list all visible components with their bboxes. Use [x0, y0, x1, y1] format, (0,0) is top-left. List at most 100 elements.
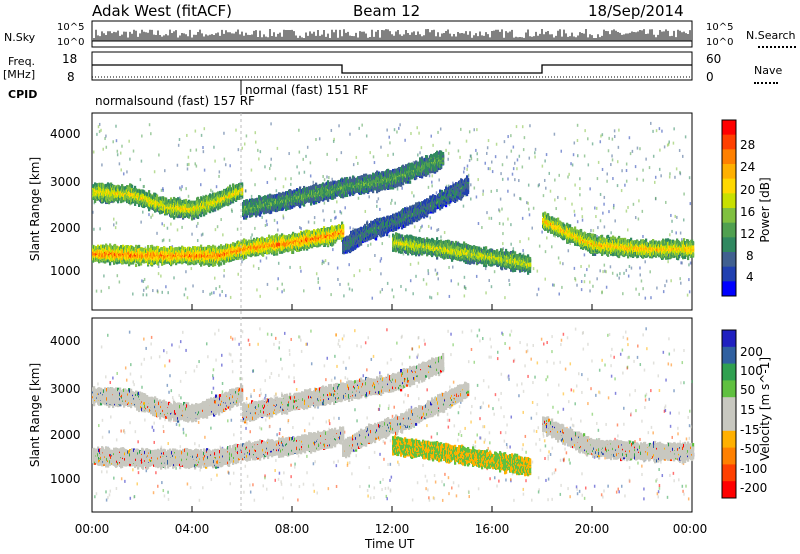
scatter-cell — [186, 133, 188, 137]
scatter-cell — [186, 163, 189, 167]
scatter-cell — [476, 128, 478, 132]
scatter-cell — [336, 200, 338, 204]
scatter-cell — [612, 177, 614, 181]
scatter-cell — [534, 147, 537, 151]
scatter-cell — [105, 134, 107, 138]
scatter-cell — [611, 271, 614, 275]
scatter-cell — [309, 174, 312, 178]
scatter-cell — [468, 130, 471, 134]
scatter-cell — [553, 283, 555, 287]
cpid-segment-1: normalsound (fast) 157 RF — [95, 94, 255, 108]
scatter-cell — [466, 167, 468, 171]
scatter-cell — [658, 167, 661, 171]
scatter-cell — [290, 177, 292, 181]
scatter-cell — [187, 194, 190, 198]
scatter-cell — [668, 175, 671, 179]
scatter-cell — [599, 219, 602, 223]
scatter-cell — [463, 275, 466, 279]
scatter-cell — [463, 170, 465, 174]
scatter-cell — [462, 204, 465, 208]
scatter-cell — [603, 225, 606, 229]
scatter-cell — [572, 153, 575, 157]
scatter-cell — [164, 169, 166, 173]
scatter-cell — [512, 167, 515, 171]
scatter-cell — [663, 145, 666, 149]
scatter-cell — [348, 287, 351, 291]
scatter-cell — [573, 209, 576, 213]
scatter-cell — [215, 185, 218, 189]
scatter-cell — [521, 165, 524, 169]
scatter-cell — [427, 185, 430, 189]
scatter-cell — [432, 143, 434, 147]
scatter-cell — [379, 290, 382, 294]
scatter-cell — [372, 155, 375, 159]
scatter-cell — [269, 163, 272, 167]
scatter-cell — [574, 276, 576, 280]
scatter-cell — [102, 147, 104, 151]
freq-line — [92, 64, 692, 74]
scatter-cell — [390, 201, 392, 205]
scatter-cell — [254, 140, 257, 144]
scatter-cell — [674, 214, 676, 218]
scatter-cell — [170, 222, 172, 226]
band-cell — [220, 244, 223, 248]
scatter-cell — [195, 148, 198, 152]
scatter-cell — [501, 177, 504, 181]
scatter-cell — [435, 191, 438, 195]
band-cell — [157, 246, 160, 250]
scatter-cell — [358, 269, 361, 273]
scatter-cell — [202, 150, 205, 154]
scatter-cell — [611, 158, 614, 162]
scatter-cell — [270, 122, 272, 126]
scatter-cell — [580, 264, 582, 268]
scatter-cell — [596, 177, 599, 181]
scatter-cell — [627, 274, 630, 278]
scatter-cell — [562, 262, 564, 266]
scatter-cell — [115, 221, 118, 225]
scatter-cell — [353, 274, 355, 278]
scatter-cell — [251, 233, 253, 237]
scatter-cell — [580, 288, 583, 292]
scatter-cell — [305, 154, 307, 158]
scatter-cell — [339, 210, 341, 214]
scatter-cell — [209, 292, 211, 296]
scatter-cell — [276, 146, 279, 150]
scatter-cell — [92, 210, 94, 214]
band-cell — [212, 260, 215, 265]
scatter-cell — [173, 276, 175, 280]
scatter-cell — [288, 152, 290, 156]
scatter-cell — [649, 270, 651, 274]
scatter-cell — [277, 228, 279, 232]
scatter-cell — [114, 226, 117, 230]
scatter-cell — [596, 234, 598, 238]
scatter-cell — [261, 215, 263, 219]
scatter-cell — [558, 173, 560, 177]
scatter-cell — [654, 180, 656, 184]
scatter-cell — [229, 164, 231, 168]
scatter-cell — [189, 148, 192, 152]
scatter-cell — [200, 233, 203, 237]
scatter-cell — [307, 220, 310, 224]
scatter-cell — [250, 194, 253, 198]
scatter-cell — [140, 220, 142, 224]
scatter-cell — [419, 151, 421, 155]
scatter-cell — [665, 200, 667, 204]
scatter-cell — [413, 225, 416, 229]
band-cell — [276, 233, 279, 237]
scatter-cell — [264, 223, 267, 227]
scatter-cell — [160, 188, 163, 192]
scatter-cell — [561, 285, 563, 289]
scatter-cell — [99, 227, 101, 231]
scatter-cell — [215, 287, 217, 291]
scatter-cell — [549, 189, 552, 193]
scatter-cell — [532, 206, 535, 210]
scatter-cell — [160, 274, 162, 278]
band-cell — [245, 239, 248, 243]
scatter-cell — [389, 141, 391, 145]
scatter-cell — [281, 282, 283, 286]
power-cb-tick: 4 — [746, 270, 754, 284]
scatter-cell — [412, 160, 415, 164]
velocity-ytick: 1000 — [50, 472, 81, 486]
band-cell — [147, 263, 150, 267]
scatter-cell — [545, 153, 548, 157]
